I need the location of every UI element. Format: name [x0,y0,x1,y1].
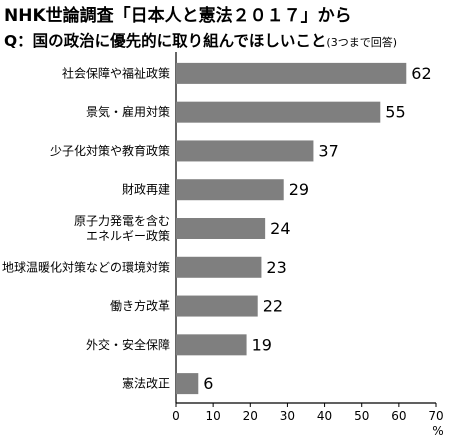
bar [176,101,381,123]
bar [176,62,407,84]
bar [176,179,284,201]
bar [176,218,266,239]
value-label: 37 [318,141,338,160]
x-tick-label: 10 [206,409,221,423]
x-unit-label: % [432,424,443,438]
value-label: 6 [203,374,213,393]
chart-question: Q：国の政治に優先的に取り組んでほしいこと(3つまで回答) [4,29,397,51]
value-label: 62 [411,64,431,83]
bar [176,334,247,356]
bar [176,140,314,162]
x-tick-label: 60 [391,409,406,423]
value-label: 29 [289,180,309,199]
answer-note: (3つまで回答) [326,36,397,49]
x-tick-label: 40 [317,409,332,423]
category-label: 財政再建 [122,182,170,197]
bar [176,373,199,395]
x-tick-label: 50 [354,409,369,423]
question-text: Q：国の政治に優先的に取り組んでほしいこと [4,32,327,50]
x-tick-label: 0 [172,409,180,423]
value-label: 23 [266,258,286,277]
x-tick-label: 20 [243,409,258,423]
x-tick-label: 70 [428,409,443,423]
category-label: 憲法改正 [122,376,170,391]
chart-title: NHK世論調査「日本人と憲法２０１７」から [4,6,352,26]
x-tick-label: 30 [280,409,295,423]
bar [176,256,262,278]
value-label: 55 [385,103,405,122]
category-label: 社会保障や福祉政策 [62,65,170,80]
category-label: 外交・安全保障 [86,337,170,352]
category-label: 地球温暖化対策などの環境対策 [2,259,170,274]
bar [176,295,258,317]
value-label: 24 [270,219,290,238]
category-label: 働き方改革 [110,298,170,313]
value-label: 19 [252,335,272,354]
category-label: エネルギー政策 [86,229,170,243]
value-label: 22 [263,297,283,316]
category-label: 景気・雇用対策 [86,104,170,119]
category-label: 原子力発電を含む [74,213,170,228]
category-label: 少子化対策や教育政策 [50,143,170,158]
